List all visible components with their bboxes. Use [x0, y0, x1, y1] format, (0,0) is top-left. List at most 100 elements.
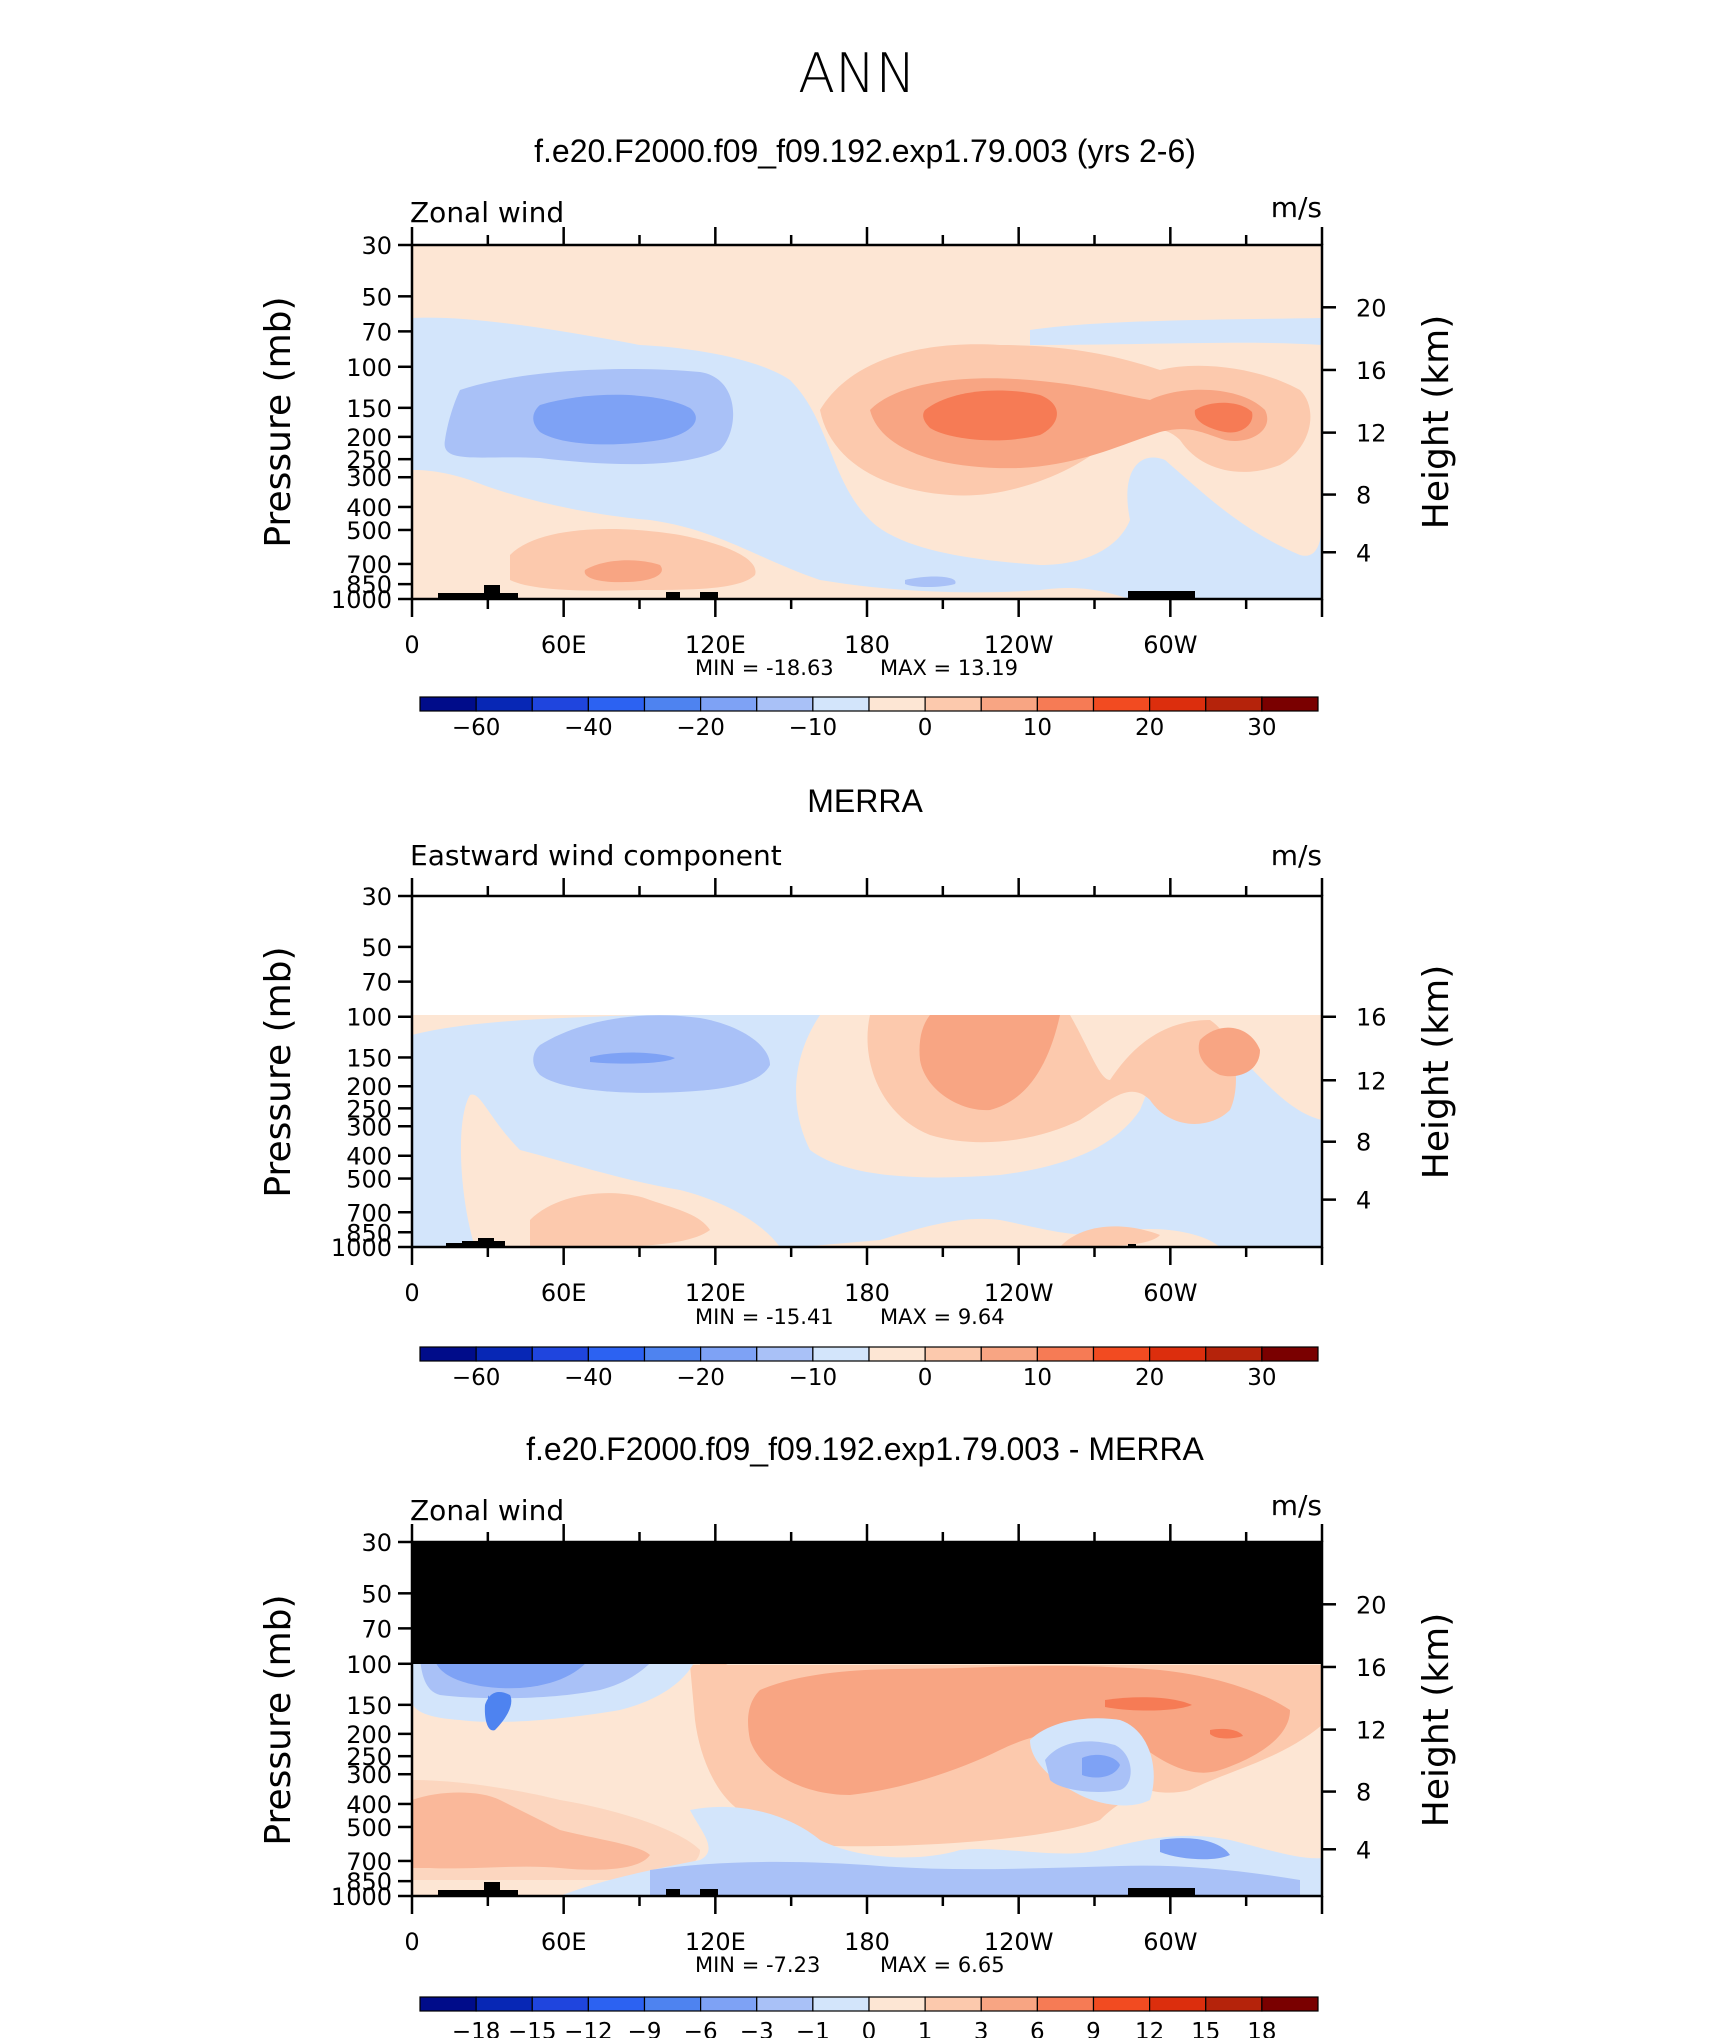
x-axis: 0 60E 120E 180 120W 60W: [404, 878, 1324, 1307]
x-tick-label: 180: [844, 1928, 890, 1956]
panel-title: f.e20.F2000.f09_f09.192.exp1.79.003 - ME…: [526, 1431, 1204, 1467]
x-tick-label: 120E: [685, 1928, 746, 1956]
colorbar-swatch: [868, 696, 926, 712]
colorbar-label: 0: [918, 1365, 933, 1391]
y-tick-label: 50: [361, 1580, 392, 1608]
colorbar-swatch: [812, 1996, 870, 2012]
panel-title: MERRA: [807, 783, 923, 819]
colorbar-swatch: [868, 1346, 926, 1362]
colorbar-label: 9: [1086, 2019, 1101, 2038]
x-tick-label: 0: [404, 1279, 419, 1307]
colorbar-label: −3: [740, 2019, 774, 2038]
colorbar-swatch: [756, 1996, 814, 2012]
colorbar-swatch: [1036, 1996, 1095, 2012]
y-right-tick-label: 4: [1356, 1836, 1371, 1864]
x-tick-label: 0: [404, 631, 419, 659]
pressure-axis-title: Pressure (mb): [258, 946, 299, 1197]
colorbar-swatch: [1149, 1996, 1207, 2012]
y-tick-label: 700: [346, 551, 392, 579]
colorbar-label: −20: [676, 1365, 725, 1391]
x-tick-label: 120W: [984, 1279, 1054, 1307]
contour-pos-9b: [1210, 1728, 1243, 1739]
colorbar-label: −10: [789, 1365, 838, 1391]
contour-pos-9: [1105, 1697, 1192, 1711]
min-label: MIN = -15.41: [695, 1305, 834, 1329]
variable-label: Zonal wind: [410, 1494, 564, 1527]
colorbar-swatch: [475, 696, 533, 712]
y-tick-label: 500: [346, 1166, 392, 1194]
x-tick-label: 60E: [541, 1279, 587, 1307]
colorbar-swatch: [1092, 1346, 1151, 1362]
x-tick-label: 180: [844, 1279, 890, 1307]
contour-field: [412, 245, 1322, 599]
contour-pos-lower-core: [412, 1780, 700, 1880]
y-right-tick-label: 12: [1356, 1717, 1387, 1745]
variable-label: Eastward wind component: [410, 839, 782, 872]
colorbar-swatch: [700, 696, 758, 712]
y-tick-label: 200: [346, 424, 392, 452]
min-label: MIN = -18.63: [695, 656, 834, 680]
contour-pos-20: [919, 1015, 1060, 1111]
y-tick-label: 200: [346, 1073, 392, 1101]
colorbar-swatch: [475, 1996, 533, 2012]
y-tick-label: 70: [361, 1615, 392, 1643]
contour-neg-30: [590, 1052, 675, 1064]
y-tick-label: 850: [346, 1868, 392, 1896]
y-tick-label: 50: [361, 934, 392, 962]
colorbar-swatch: [1149, 1346, 1207, 1362]
colorbar-label: −20: [676, 715, 725, 741]
contour-neg-lower-6: [1160, 1838, 1230, 1860]
colorbar-swatch: [924, 696, 982, 712]
contour-pos-lower: [530, 1193, 710, 1247]
x-tick-label: 180: [844, 631, 890, 659]
season-title: ANN: [798, 42, 916, 105]
colorbar-swatch: [1036, 1346, 1095, 1362]
colorbar-label: 6: [1030, 2019, 1045, 2038]
y-tick-label: 1000: [331, 1883, 392, 1911]
colorbar-swatch: [531, 696, 589, 712]
y-tick-label: 700: [346, 1199, 392, 1227]
max-label: MAX = 6.65: [880, 1953, 1005, 1977]
colorbar-swatch: [587, 696, 646, 712]
colorbar-swatch: [643, 1346, 702, 1362]
colorbar-swatch: [419, 696, 477, 712]
y-tick-label: 1000: [331, 1234, 392, 1262]
y-axis-right: 16 12 8 4: [1322, 1004, 1387, 1215]
colorbar-swatch: [1149, 696, 1207, 712]
y-right-tick-label: 12: [1356, 1067, 1387, 1095]
y-tick-label: 250: [346, 1743, 392, 1771]
y-right-tick-label: 8: [1356, 1129, 1371, 1157]
contour-field: [412, 1015, 1322, 1247]
pressure-axis-title: Pressure (mb): [258, 296, 299, 547]
y-tick-label: 700: [346, 1848, 392, 1876]
colorbar-label: −12: [564, 2019, 613, 2038]
colorbar-swatch: [419, 1346, 477, 1362]
colorbar: −60 −40 −20 −10 0 10 20 30: [419, 696, 1319, 741]
min-label: MIN = -7.23: [695, 1953, 820, 1977]
colorbar-label: −60: [452, 1365, 501, 1391]
y-tick-label: 200: [346, 1721, 392, 1749]
contour-pos-20b: [1198, 1027, 1260, 1077]
colorbar: −18 −15 −12 −9 −6 −3 −1 0 1 3 6 9 12 15 18: [419, 1996, 1319, 2043]
colorbar-label: −40: [564, 715, 613, 741]
y-right-tick-label: 4: [1356, 1187, 1371, 1215]
contour-neg-lower: [905, 576, 956, 587]
contour-neg-30: [533, 394, 696, 445]
y-right-tick-label: 16: [1356, 1654, 1387, 1682]
colorbar-label: −10: [789, 715, 838, 741]
colorbar-label: −60: [452, 715, 501, 741]
colorbar-label: −6: [684, 2019, 718, 2038]
x-axis: 0 60E 120E 180 120W 60W: [404, 227, 1324, 659]
y-axis-right: 20 16 12 8 4: [1322, 294, 1387, 567]
panel-difference: f.e20.F2000.f09_f09.192.exp1.79.003 - ME…: [258, 1431, 1457, 2043]
contour-pos-30b: [1194, 402, 1253, 433]
x-tick-label: 60E: [541, 631, 587, 659]
y-tick-label: 70: [361, 318, 392, 346]
y-tick-label: 500: [346, 517, 392, 545]
variable-label: Zonal wind: [410, 196, 564, 229]
y-tick-label: 500: [346, 1814, 392, 1842]
contour-pos-lower: [510, 529, 756, 591]
colorbar-label: 20: [1135, 1365, 1164, 1391]
